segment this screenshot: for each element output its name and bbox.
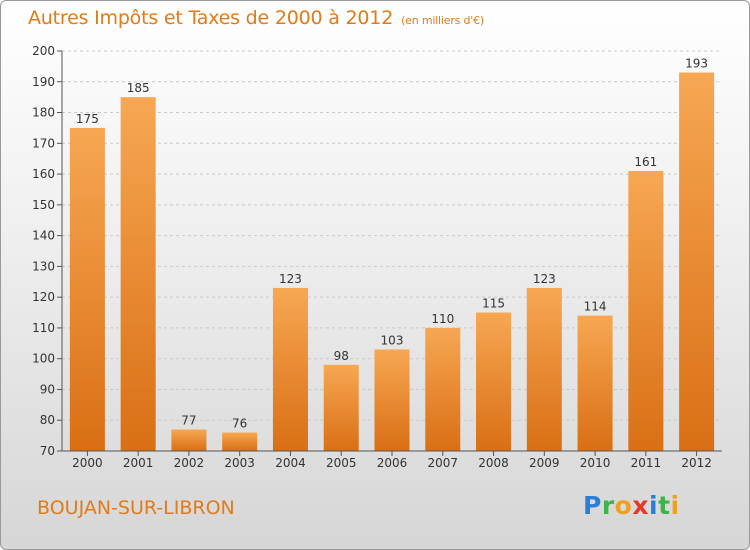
bar [425,327,461,451]
logo-letter: t [658,491,671,520]
bar [171,429,207,451]
bar [476,312,512,451]
data-label: 175 [76,112,99,126]
chart-unit: (en milliers d'€) [401,14,484,27]
y-tick-label: 70 [40,444,55,458]
x-tick-label: 2009 [529,456,560,470]
x-tick-label: 2005 [326,456,357,470]
bars [69,72,715,452]
y-tick-label: 150 [32,198,55,212]
logo-letter: i [649,491,659,520]
x-axis-labels: 2000 2001 2002 2003 2004 2005 2006 2007 2008 2009… [72,451,712,470]
x-tick-label: 2012 [681,456,712,470]
bar [526,287,562,451]
logo-letter: x [632,491,649,520]
y-tick-label: 180 [32,106,55,120]
proxiti-logo[interactable]: Proxiti [583,491,680,520]
bar [577,315,613,451]
y-tick-label: 170 [32,136,55,150]
data-label: 115 [482,297,505,311]
y-tick-label: 160 [32,167,55,181]
bar [323,364,359,451]
data-label: 77 [181,413,196,427]
y-tick-label: 200 [32,44,55,58]
x-tick-label: 2010 [580,456,611,470]
bar [69,127,105,451]
data-label: 110 [431,312,454,326]
bar [679,72,715,452]
bar [628,171,664,451]
bar [120,97,156,452]
logo-letter: P [583,491,602,520]
logo-letter: i [670,491,680,520]
x-tick-label: 2000 [72,456,103,470]
data-label: 76 [232,417,247,431]
data-label: 98 [334,349,349,363]
y-tick-label: 80 [40,413,55,427]
x-tick-label: 2004 [275,456,306,470]
data-label: 161 [634,155,657,169]
y-tick-label: 140 [32,229,55,243]
bar [272,287,308,451]
chart-title: Autres Impôts et Taxes de 2000 à 2012 (en… [28,7,484,29]
y-tick-label: 110 [32,321,55,335]
bar [222,432,258,451]
x-tick-label: 2007 [427,456,458,470]
data-label: 103 [381,333,404,347]
x-tick-label: 2008 [478,456,509,470]
y-tick-label: 90 [40,382,55,396]
y-tick-label: 190 [32,75,55,89]
chart-title-text: Autres Impôts et Taxes de 2000 à 2012 [28,7,394,29]
data-label: 114 [584,300,607,314]
value-labels: 175 185 77 76 123 98 103 110 115 123 114 161 193 [76,57,708,431]
x-tick-label: 2001 [123,456,154,470]
logo-letter: o [614,491,633,520]
data-label: 123 [533,272,556,286]
town-name: BOUJAN-SUR-LIBRON [37,497,235,519]
x-tick-label: 2011 [631,456,662,470]
y-tick-label: 120 [32,290,55,304]
y-tick-label: 100 [32,352,55,366]
x-tick-label: 2006 [377,456,408,470]
bar [374,349,410,451]
y-tick-label: 130 [32,259,55,273]
data-label: 123 [279,272,302,286]
x-tick-label: 2003 [224,456,255,470]
x-tick-label: 2002 [174,456,205,470]
data-label: 185 [127,81,150,95]
data-label: 193 [685,57,708,71]
logo-letter: r [601,491,615,520]
y-axis-labels: 70 80 90 100 110 120 130 140 150 160 170 180 190 200 [32,44,55,458]
